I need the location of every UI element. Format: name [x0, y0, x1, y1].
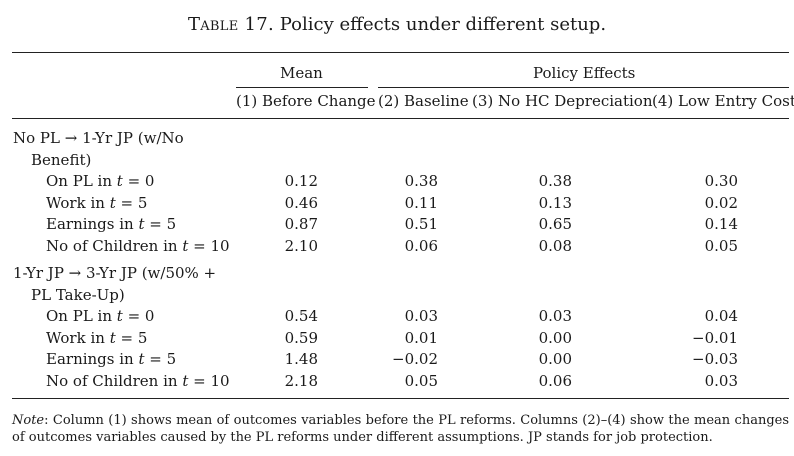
row-label: Work in t = 5	[46, 329, 148, 347]
row-label: Work in t = 5	[46, 194, 148, 212]
table-cell: 0.38	[538, 172, 572, 190]
header-group-mean: Mean	[280, 64, 323, 82]
table-cell: 0.00	[538, 329, 572, 347]
table-number: Table 17.	[187, 14, 275, 35]
table-cell: 2.10	[284, 237, 318, 255]
panel-title-line2: PL Take-Up)	[31, 286, 125, 304]
table-cell: 0.06	[404, 237, 438, 255]
table-cell: −0.01	[692, 329, 738, 347]
effects-underline	[378, 87, 789, 88]
table-note: Note: Column (1) shows mean of outcomes …	[12, 413, 790, 445]
table-cell: 0.05	[704, 237, 738, 255]
row-label: No of Children in t = 10	[46, 372, 230, 390]
table-cell: 0.87	[284, 215, 318, 233]
table-cell: 0.12	[284, 172, 318, 190]
table-cell: 0.03	[704, 372, 738, 390]
table-cell: 0.00	[538, 350, 572, 368]
table-cell: 0.04	[704, 307, 738, 325]
table-cell: 0.03	[404, 307, 438, 325]
panel-title-line1: No PL → 1-Yr JP (w/No	[13, 129, 184, 147]
table-cell: 0.51	[404, 215, 438, 233]
top-rule	[12, 52, 789, 53]
mean-underline	[236, 87, 368, 88]
table-cell: 0.14	[704, 215, 738, 233]
table-cell: 2.18	[284, 372, 318, 390]
table-cell: 0.65	[538, 215, 572, 233]
table-cell: 0.30	[704, 172, 738, 190]
header-group-effects: Policy Effects	[533, 64, 636, 82]
table-cell: 0.06	[538, 372, 572, 390]
table-cell: 0.05	[404, 372, 438, 390]
row-label: On PL in t = 0	[46, 172, 155, 190]
table-cell: 0.11	[404, 194, 438, 212]
panel-title-line2: Benefit)	[31, 151, 92, 169]
table-cell: −0.02	[392, 350, 438, 368]
table-cell: 0.54	[284, 307, 318, 325]
column-header-4: (4) Low Entry Cost	[652, 92, 794, 110]
column-header-2: (2) Baseline	[378, 92, 469, 110]
table-cell: 0.46	[284, 194, 318, 212]
table-title: Policy effects under different setup.	[279, 14, 607, 35]
table-cell: 0.01	[404, 329, 438, 347]
row-label: On PL in t = 0	[46, 307, 155, 325]
column-header-3: (3) No HC Depreciation	[472, 92, 653, 110]
bottom-rule	[12, 398, 789, 399]
table-cell: 0.38	[404, 172, 438, 190]
table-cell: 0.13	[538, 194, 572, 212]
note-text: Column (1) shows mean of outcomes variab…	[12, 413, 790, 445]
table-cell: 1.48	[284, 350, 318, 368]
table-caption: Table 17. Policy effects under different…	[0, 14, 794, 35]
table-cell: 0.03	[538, 307, 572, 325]
header-rule	[12, 118, 789, 119]
table-cell: 0.59	[284, 329, 318, 347]
table-cell: 0.08	[538, 237, 572, 255]
row-label: Earnings in t = 5	[46, 350, 177, 368]
note-label: Note	[12, 413, 45, 428]
panel-title-line1: 1-Yr JP → 3-Yr JP (w/50% +	[13, 264, 217, 282]
table-cell: 0.02	[704, 194, 738, 212]
table-cell: −0.03	[692, 350, 738, 368]
column-header-1: (1) Before Change	[236, 92, 376, 110]
row-label: No of Children in t = 10	[46, 237, 230, 255]
row-label: Earnings in t = 5	[46, 215, 177, 233]
